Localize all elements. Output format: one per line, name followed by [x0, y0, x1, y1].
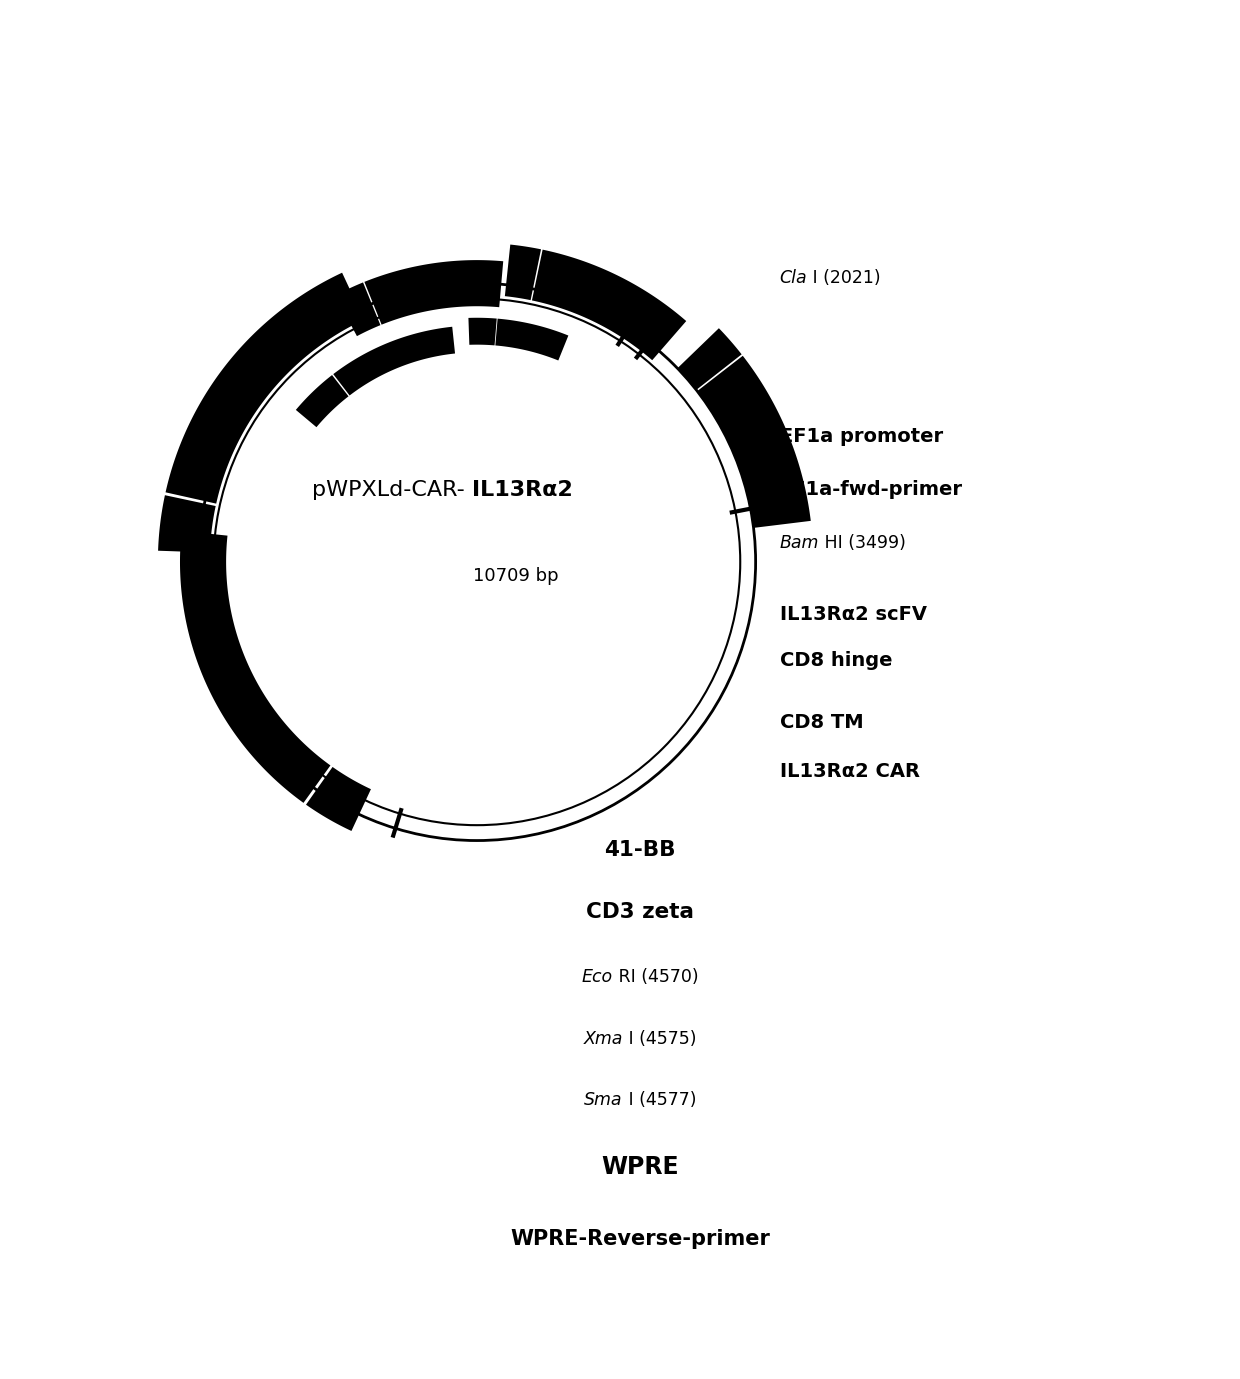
Text: WPRE-Reverse-primer: WPRE-Reverse-primer [511, 1229, 770, 1249]
Polygon shape [469, 317, 497, 345]
Polygon shape [365, 261, 503, 324]
Text: IL13Rα2: IL13Rα2 [472, 480, 573, 499]
Text: Cla: Cla [780, 269, 807, 287]
Text: CD8 hinge: CD8 hinge [780, 651, 892, 670]
Text: IL13Rα2 CAR: IL13Rα2 CAR [780, 761, 920, 781]
Polygon shape [306, 767, 371, 832]
Polygon shape [296, 375, 348, 427]
Polygon shape [180, 531, 330, 803]
Text: CD3 zeta: CD3 zeta [587, 902, 694, 921]
Polygon shape [157, 495, 216, 553]
Polygon shape [532, 250, 686, 360]
Polygon shape [697, 356, 811, 528]
Text: EF1a promoter: EF1a promoter [780, 427, 942, 447]
Text: 41-BB: 41-BB [605, 840, 676, 860]
Text: Sma: Sma [584, 1091, 622, 1109]
Polygon shape [677, 328, 742, 390]
Text: CD8 TM: CD8 TM [780, 713, 863, 732]
Polygon shape [505, 244, 541, 301]
Text: Bam: Bam [780, 534, 820, 552]
Text: 10709 bp: 10709 bp [472, 567, 558, 585]
Text: I (2021): I (2021) [807, 269, 880, 287]
Text: RI (4570): RI (4570) [613, 968, 698, 986]
Polygon shape [166, 273, 365, 503]
Text: IL13Rα2 scFV: IL13Rα2 scFV [780, 605, 926, 625]
Text: Xma: Xma [584, 1030, 624, 1048]
Text: WPRE: WPRE [601, 1156, 680, 1179]
Text: I (4577): I (4577) [622, 1091, 696, 1109]
Polygon shape [335, 283, 381, 336]
Text: HI (3499): HI (3499) [820, 534, 906, 552]
Text: Eco: Eco [582, 968, 613, 986]
Text: EF1a-fwd-primer: EF1a-fwd-primer [780, 480, 962, 499]
Polygon shape [495, 319, 568, 360]
Text: I (4575): I (4575) [624, 1030, 697, 1048]
Text: pWPXLd-CAR-: pWPXLd-CAR- [312, 480, 472, 499]
Polygon shape [334, 327, 455, 396]
